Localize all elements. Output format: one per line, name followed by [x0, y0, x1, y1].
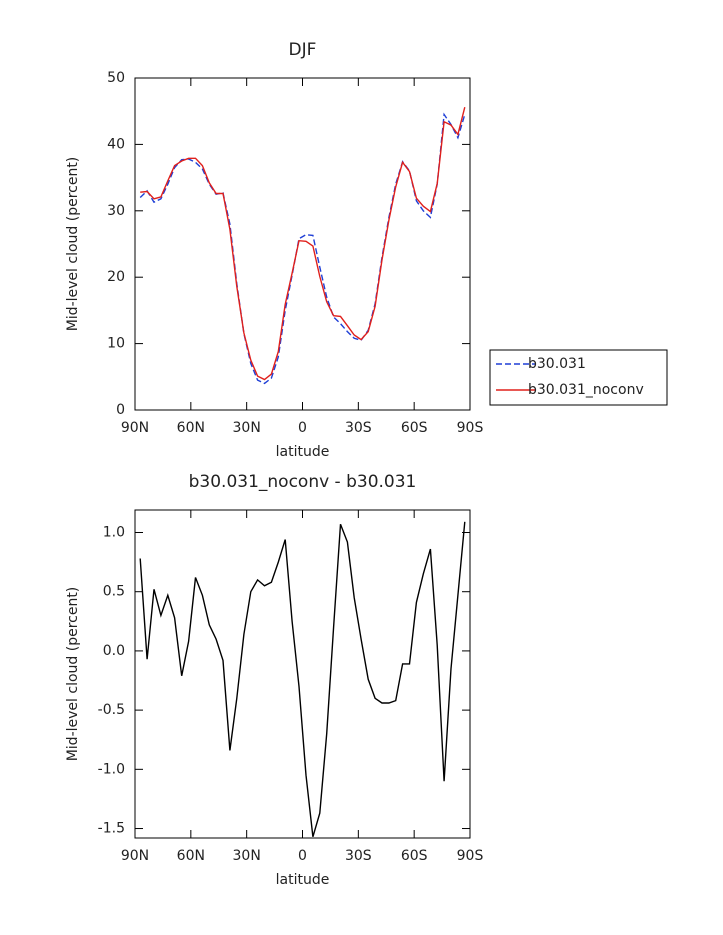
plot-frame [134, 509, 471, 839]
x-tick-label: 90N [121, 420, 149, 436]
chart-title: DJF [289, 40, 317, 60]
data-line [139, 112, 466, 385]
chart-title: b30.031_noconv - b30.031 [189, 472, 417, 492]
y-tick-label: 0.0 [103, 643, 125, 659]
y-axis-label: Mid-level cloud (percent) [65, 587, 81, 762]
x-tick-label: 30N [233, 848, 261, 864]
plot-frame [134, 77, 471, 411]
y-tick-label: 1.0 [103, 524, 125, 540]
data-line [139, 521, 466, 837]
x-tick-label: 90S [457, 420, 484, 436]
legend-label: b30.031_noconv [528, 382, 644, 398]
y-tick-label: 50 [107, 70, 125, 86]
y-tick-label: 0 [116, 402, 125, 418]
x-tick-label: 30S [345, 848, 372, 864]
y-tick-label: 30 [107, 203, 125, 219]
x-tick-label: 90N [121, 848, 149, 864]
x-tick-label: 90S [457, 848, 484, 864]
data-line [140, 107, 466, 381]
x-tick-label: 60N [177, 420, 205, 436]
x-tick-label: 60N [177, 848, 205, 864]
y-tick-label: -1.0 [98, 761, 125, 777]
y-tick-label: 20 [107, 269, 125, 285]
y-tick-label: -0.5 [98, 702, 125, 718]
y-tick-label: -1.5 [98, 821, 125, 837]
y-tick-label: 0.5 [103, 584, 125, 600]
legend-label: b30.031 [528, 356, 586, 372]
x-tick-label: 60S [401, 848, 428, 864]
x-tick-label: 30S [345, 420, 372, 436]
legend-box [489, 349, 668, 406]
x-tick-label: 0 [298, 848, 307, 864]
y-axis-label: Mid-level cloud (percent) [65, 157, 81, 332]
x-tick-label: 0 [298, 420, 307, 436]
y-tick-label: 10 [107, 336, 125, 352]
x-tick-label: 30N [233, 420, 261, 436]
x-axis-label: latitude [276, 444, 330, 460]
x-axis-label: latitude [276, 872, 330, 888]
y-tick-label: 40 [107, 136, 125, 152]
x-tick-label: 60S [401, 420, 428, 436]
